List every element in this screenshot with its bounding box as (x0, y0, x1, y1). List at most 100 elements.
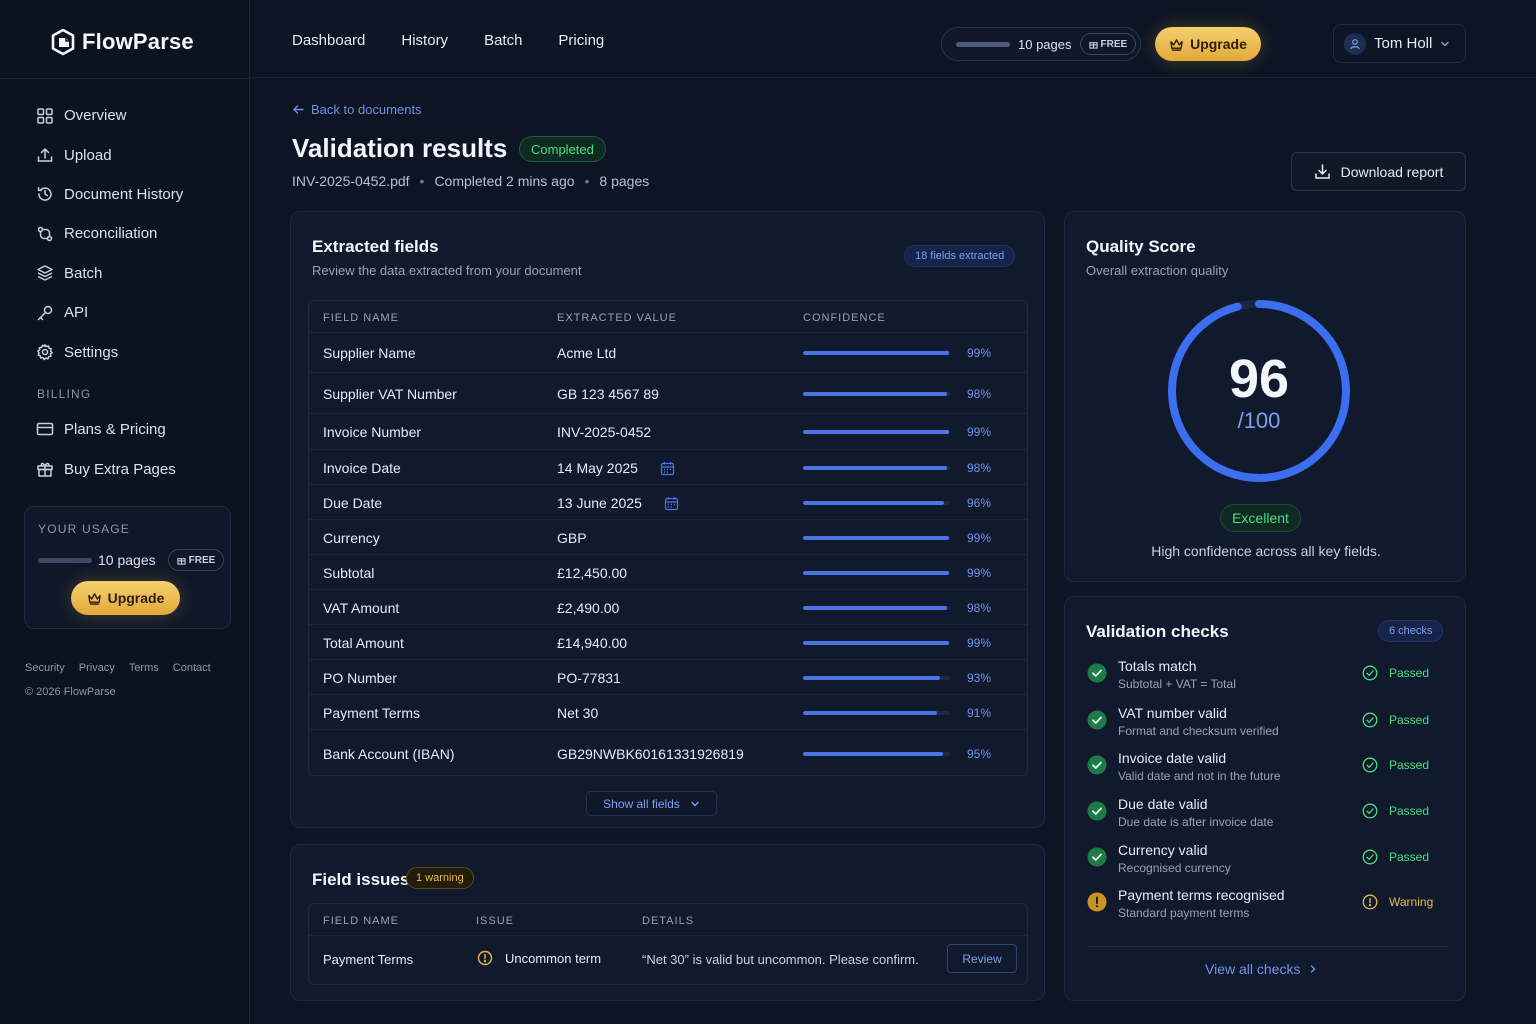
field-value-text: 14 May 2025 (557, 460, 638, 476)
plan-badge: FREE (1079, 33, 1137, 55)
extracted-fields-title: Extracted fields (312, 237, 439, 256)
table-row[interactable]: Payment Terms Net 30 91% (309, 694, 1027, 729)
top-upgrade-button[interactable]: Upgrade (1155, 27, 1261, 61)
confidence-bar-fill (803, 466, 948, 470)
gift-icon (176, 557, 186, 565)
sidebar-item-plans-pricing[interactable]: Plans & Pricing (36, 409, 236, 449)
review-button[interactable]: Review (947, 944, 1017, 973)
top-bar: Dashboard History Batch Pricing 10 pages… (250, 0, 1536, 78)
field-value: Net 30 (557, 705, 598, 721)
top-nav: Dashboard History Batch Pricing (292, 32, 604, 49)
field-value-text: Net 30 (557, 705, 599, 721)
check-circle-icon (1087, 663, 1107, 683)
table-row[interactable]: PO Number PO-77831 93% (309, 659, 1027, 694)
checks-divider (1087, 946, 1449, 947)
top-nav-pricing[interactable]: Pricing (558, 32, 605, 49)
check-status: Warning (1362, 894, 1433, 910)
table-row[interactable]: Invoice Number INV-2025-0452 99% (309, 413, 1027, 449)
table-row[interactable]: Bank Account (IBAN) GB29NWBK6016133192681… (309, 729, 1027, 776)
sidebar-item-settings[interactable]: Settings (36, 332, 236, 371)
table-row[interactable]: Invoice Date 14 May 2025 98% (309, 449, 1027, 484)
check-title: Due date valid (1118, 796, 1208, 812)
quality-score-value: 96 (1228, 349, 1290, 409)
field-value-text: GB 123 4567 89 (557, 386, 659, 402)
sidebar-item-batch[interactable]: Batch (36, 254, 236, 293)
confidence-bar (803, 536, 950, 540)
check-status-icon (1087, 801, 1107, 821)
table-row[interactable]: Supplier Name Acme Ltd 99% (309, 332, 1027, 372)
top-nav-batch[interactable]: Batch (484, 32, 523, 49)
footer-link-security[interactable]: Security (25, 662, 65, 674)
passed-icon (1362, 849, 1378, 865)
top-nav-dashboard[interactable]: Dashboard (292, 32, 366, 49)
show-all-fields-button[interactable]: Show all fields (586, 791, 717, 816)
extracted-fields-subtitle: Review the data extracted from your docu… (312, 263, 582, 278)
field-value-text: £12,450.00 (557, 565, 628, 581)
gauge-arc (1168, 300, 1350, 482)
extracted-fields-card: Extracted fields Review the data extract… (290, 211, 1045, 828)
check-circle-icon (1087, 801, 1107, 821)
check-title: Currency valid (1118, 842, 1208, 858)
sidebar-item-api[interactable]: API (36, 293, 236, 332)
table-divider (309, 935, 1027, 936)
check-description: Recognised currency (1118, 861, 1231, 875)
sidebar-item-label: Reconciliation (64, 225, 158, 243)
meta-separator: • (584, 173, 590, 189)
table-row[interactable]: Subtotal £12,450.00 99% (309, 554, 1027, 589)
usage-row: 10 pages FREE (38, 549, 225, 571)
field-name: Bank Account (IBAN) (323, 746, 455, 762)
gift-icon (37, 462, 53, 477)
sidebar-item-upload[interactable]: Upload (36, 135, 236, 174)
table-row[interactable]: Supplier VAT Number GB 123 4567 89 98% (309, 372, 1027, 413)
upload-icon (37, 148, 53, 162)
table-row[interactable]: Currency GBP 99% (309, 519, 1027, 554)
footer-link-terms[interactable]: Terms (128, 662, 159, 674)
column-header-extracted-value: EXTRACTED VALUE (557, 312, 677, 324)
sidebar-item-document-history[interactable]: Document History (36, 175, 236, 214)
validation-check: Currency valid Recognised currency Passed (1087, 842, 1447, 882)
sidebar-item-label: Settings (64, 343, 119, 361)
field-value: 14 May 2025 (557, 460, 675, 476)
table-row[interactable]: Total Amount £14,940.00 99% (309, 624, 1027, 659)
validation-check: Invoice date valid Valid date and not in … (1087, 750, 1447, 790)
pages-usage-pill[interactable]: 10 pages FREE (941, 27, 1141, 61)
sidebar-item-overview[interactable]: Overview (36, 96, 236, 135)
document-meta: INV-2025-0452.pdf • Completed 2 mins ago… (292, 173, 649, 189)
confidence-bar-fill (803, 571, 949, 575)
key-icon (37, 305, 53, 320)
sidebar-item-label: API (64, 304, 89, 322)
issue-field-name: Payment Terms (323, 952, 414, 967)
footer-link-privacy[interactable]: Privacy (78, 662, 115, 674)
user-menu[interactable]: Tom Holl (1333, 24, 1466, 63)
calendar-icon[interactable] (664, 496, 679, 511)
footer-link-contact[interactable]: Contact (172, 662, 211, 674)
field-name: Currency (323, 530, 380, 546)
arrow-left-icon (293, 105, 304, 114)
crown-icon (87, 592, 101, 605)
confidence-bar (803, 752, 950, 756)
sidebar-item-buy-extra-pages[interactable]: Buy Extra Pages (36, 449, 236, 489)
confidence-bar (803, 641, 950, 645)
sidebar-item-reconciliation[interactable]: Reconciliation (36, 214, 236, 253)
passed-icon (1362, 665, 1378, 681)
field-name: Supplier Name (323, 345, 416, 361)
table-row[interactable]: VAT Amount £2,490.00 98% (309, 589, 1027, 624)
download-icon (1314, 164, 1330, 179)
sidebar-upgrade-button[interactable]: Upgrade (71, 581, 180, 615)
back-link[interactable]: Back to documents (292, 102, 422, 117)
top-nav-history[interactable]: History (401, 32, 449, 49)
logo[interactable]: FlowParse (50, 26, 194, 58)
check-status-icon (1087, 892, 1107, 912)
usage-pages: 10 pages (98, 552, 156, 568)
calendar-icon[interactable] (660, 461, 675, 476)
warning-icon (1362, 894, 1378, 910)
download-report-button[interactable]: Download report (1291, 152, 1466, 191)
sidebar: FlowParse Overview Upload Document Histo… (0, 0, 250, 1024)
table-row[interactable]: Due Date 13 June 2025 96% (309, 484, 1027, 519)
view-all-checks-link[interactable]: View all checks (1205, 961, 1318, 977)
confidence-bar (803, 676, 950, 680)
check-status-label: Passed (1389, 758, 1430, 772)
usage-title: YOUR USAGE (38, 522, 131, 536)
check-title: Totals match (1118, 658, 1197, 674)
field-value: £14,940.00 (557, 635, 627, 651)
